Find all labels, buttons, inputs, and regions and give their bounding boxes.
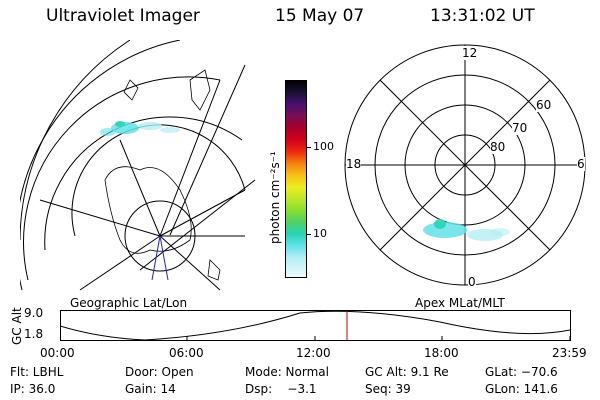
mlat-label-80: 80 <box>490 140 506 154</box>
lat-arc <box>23 76 221 281</box>
coastline <box>104 166 192 254</box>
gain-param: Gain: 14 <box>125 382 176 396</box>
view-boundary <box>169 64 246 236</box>
gc-alt-param: GC Alt: 9.1 Re <box>365 365 449 379</box>
orbit-xtick-1200: 12:00 <box>296 346 331 360</box>
ip-param: IP: 36.0 <box>10 382 56 396</box>
mlt-label-12: 12 <box>462 46 478 60</box>
mlat-label-70: 70 <box>512 121 528 135</box>
glat-param: GLat: −70.6 <box>485 365 558 379</box>
orbit-altitude-curve <box>60 310 571 341</box>
view-boundary <box>139 179 256 271</box>
meridian <box>159 235 221 291</box>
glon-param: GLon: 141.6 <box>485 382 558 396</box>
orbit-ytick-top: 9.0 <box>24 306 44 320</box>
mode-param: Mode: Normal <box>245 365 329 379</box>
colorbar <box>285 80 307 278</box>
meridian <box>119 139 161 237</box>
lat-arc <box>20 40 131 241</box>
date-label: 15 May 07 <box>275 6 365 26</box>
mlt-label-6: 6 <box>577 157 585 171</box>
instrument-title: Ultraviolet Imager <box>46 6 200 26</box>
right-map-caption: Apex MLat/MLT <box>415 296 505 310</box>
mlat-label-60: 60 <box>536 98 552 112</box>
colorbar-unit-label: photon cm⁻²s⁻¹ <box>268 151 282 244</box>
colorbar-tick <box>306 234 311 235</box>
polar-map <box>344 44 586 286</box>
meridian <box>39 199 161 237</box>
flt-param: Flt: LBHL <box>10 365 64 379</box>
dsp-param: Dsp: −3.1 <box>245 382 317 396</box>
geographic-map <box>20 40 256 291</box>
mlt-label-0: 0 <box>468 275 476 289</box>
meridian <box>79 235 161 291</box>
sun-direction-line <box>159 235 169 281</box>
orbit-xtick-0600: 06:00 <box>169 346 204 360</box>
seq-param: Seq: 39 <box>365 382 411 396</box>
left-map-caption: Geographic Lat/Lon <box>70 296 188 310</box>
coastline <box>123 79 139 101</box>
orbit-plot-frame <box>60 310 571 341</box>
colorbar-tick <box>306 147 311 148</box>
time-label: 13:31:02 UT <box>430 6 535 26</box>
meridian <box>159 189 246 237</box>
meridian-diagonal <box>379 79 551 251</box>
door-param: Door: Open <box>125 365 194 379</box>
mlt-label-18: 18 <box>346 157 362 171</box>
coastline <box>207 259 221 281</box>
orbit-xtick-1800: 18:00 <box>424 346 459 360</box>
aurora-oval <box>423 219 510 241</box>
lat-arc <box>44 116 243 251</box>
aurora-emission <box>100 121 180 136</box>
lat-arc <box>20 40 181 291</box>
orbit-ylabel: GC Alt <box>10 307 24 345</box>
colorbar-tick-100: 100 <box>313 140 334 153</box>
colorbar-tick-10: 10 <box>313 227 327 240</box>
orbit-xtick-2359: 23:59 <box>552 346 587 360</box>
orbit-plot <box>60 310 571 341</box>
coastline <box>189 69 211 111</box>
orbit-ytick-bottom: 1.8 <box>24 327 44 341</box>
sun-direction-line <box>151 235 161 281</box>
orbit-xtick-0000: 00:00 <box>40 346 75 360</box>
meridian <box>159 79 221 237</box>
lat-arc <box>71 124 246 237</box>
